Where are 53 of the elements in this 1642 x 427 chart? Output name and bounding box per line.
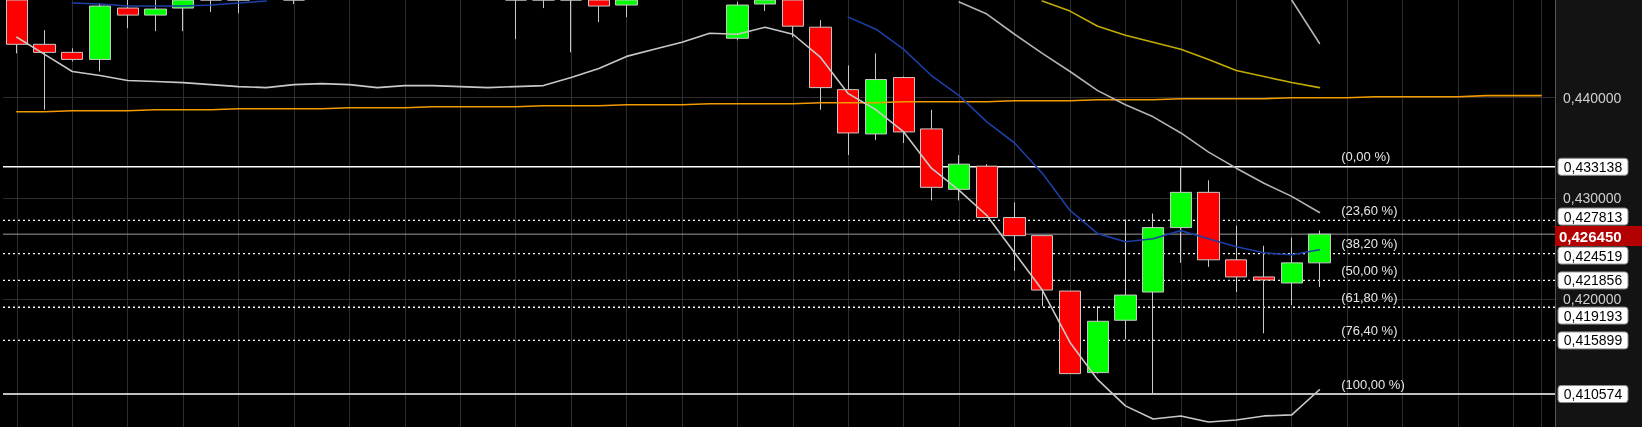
candlestick [1308,230,1331,288]
candlestick [837,64,859,156]
ref-line-label: 0,415899 [1563,332,1623,349]
candlestick [117,0,139,29]
candlestick [532,0,555,9]
candlestick [1281,237,1303,306]
candlestick [200,0,222,13]
line-series [16,94,1542,113]
line-series [958,1,1321,214]
candlestick [1114,219,1137,340]
candlestick [1003,201,1026,272]
ref-line-label: 0,410574 [1563,386,1623,403]
ref-line-label: 0,424519 [1563,247,1623,264]
candlestick [865,52,887,141]
candlestick [505,0,527,40]
candlestick [1031,235,1053,307]
candlestick [1087,305,1109,375]
annotation: (50,00 %) [1341,262,1398,278]
candlestick [948,154,970,201]
line-series [1041,0,1321,89]
candlestick [1197,179,1220,268]
candlestick [588,0,610,23]
annotation: (0,00 %) [1341,149,1391,165]
candlestick [976,163,998,219]
candlestick [144,0,167,32]
ref-line-label: 0,421856 [1563,272,1623,289]
candlestick [1225,225,1247,293]
candlestick [1253,245,1275,334]
candlestick [61,47,83,62]
candlestick [89,2,111,72]
y-tick-label: 0,420000 [1563,291,1622,308]
candlestick [615,0,638,18]
candlestick [1170,166,1192,264]
candlestick [893,76,915,144]
candlestick [920,109,943,201]
candlestick [1142,213,1164,395]
ref-line-label: 0,427813 [1563,208,1623,225]
candlestick [283,0,305,5]
candlestick [227,0,250,14]
annotation: (38,20 %) [1341,236,1398,252]
candlestick [754,0,776,12]
y-tick-label: 0,430000 [1563,190,1622,207]
annotation: (76,40 %) [1341,322,1398,338]
ref-line-label: 0,433138 [1563,158,1623,175]
ref-line-label: 0,426450 [1559,227,1622,245]
annotation: (100,00 %) [1341,376,1405,392]
annotation: (61,80 %) [1341,289,1398,305]
candlestick [560,0,582,53]
ref-line-label: 0,419193 [1563,307,1623,324]
y-tick-label: 0,440000 [1563,89,1622,106]
candlestick [1059,290,1081,375]
candlestick [33,29,56,111]
annotation: (23,60 %) [1341,202,1398,218]
